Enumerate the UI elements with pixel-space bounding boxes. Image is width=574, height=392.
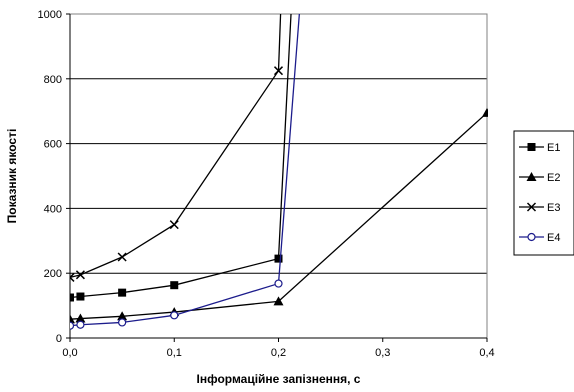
square-marker: [170, 281, 179, 290]
cross-marker: [70, 272, 75, 282]
grid-lines: [70, 13, 487, 274]
legend-item: E3: [519, 202, 560, 214]
series-e4: [70, 13, 300, 330]
series-line: [70, 13, 282, 279]
series-line: [70, 13, 300, 327]
triangle-marker: [482, 107, 488, 117]
circle-marker: [118, 318, 127, 327]
y-tick-label: 800: [44, 74, 62, 86]
x-tick-label: 0,0: [62, 347, 77, 359]
series-line: [70, 13, 292, 299]
x-tick-label: 0,4: [479, 347, 494, 359]
y-tick-labels: 0 200 400 600 800 1000: [38, 9, 62, 345]
legend: E1 E2 E3 E4: [513, 130, 574, 256]
square-marker: [70, 293, 74, 302]
legend-label: E3: [547, 202, 560, 214]
cross-marker: [169, 220, 179, 230]
cross-marker: [273, 66, 284, 76]
legend-label: E1: [547, 142, 560, 154]
legend-label: E2: [547, 172, 560, 184]
series-e2: [70, 107, 488, 324]
x-tick-label: 0,2: [271, 347, 286, 359]
axes: [66, 13, 488, 342]
y-tick-label: 400: [44, 203, 62, 215]
x-axis-title: Інформаційне запізнення, с: [197, 372, 361, 386]
cross-marker: [75, 270, 85, 280]
cross-marker: [117, 252, 127, 262]
legend-item: E1: [519, 142, 560, 154]
y-tick-label: 600: [44, 139, 62, 151]
circle-marker: [70, 321, 75, 330]
square-marker: [76, 292, 85, 301]
legend-item: E4: [519, 232, 560, 244]
y-tick-label: 200: [44, 268, 62, 280]
triangle-marker: [75, 313, 86, 323]
square-marker: [118, 288, 127, 297]
x-tick-label: 0,1: [167, 347, 182, 359]
triangle-marker: [70, 314, 75, 324]
y-axis-title: Показник якості: [5, 129, 19, 224]
circle-marker: [170, 311, 179, 320]
circle-marker: [274, 279, 283, 288]
series-e1: [70, 13, 292, 302]
triangle-marker: [273, 296, 284, 306]
cross-marker: [526, 202, 537, 212]
circle-marker: [527, 232, 536, 242]
series-group: [70, 13, 488, 330]
square-marker: [274, 254, 283, 263]
y-tick-label: 1000: [38, 9, 62, 21]
legend-label: E4: [547, 232, 560, 244]
x-tick-labels: 0,0 0,1 0,2 0,3 0,4: [62, 347, 494, 359]
y-tick-label: 0: [56, 333, 62, 345]
circle-marker: [76, 320, 85, 329]
triangle-marker: [117, 311, 128, 321]
legend-item: E2: [519, 172, 560, 184]
triangle-marker: [526, 172, 537, 181]
series-e3: [70, 13, 284, 282]
legend-box: [513, 130, 574, 256]
square-marker: [527, 143, 536, 151]
x-tick-label: 0,3: [375, 347, 390, 359]
